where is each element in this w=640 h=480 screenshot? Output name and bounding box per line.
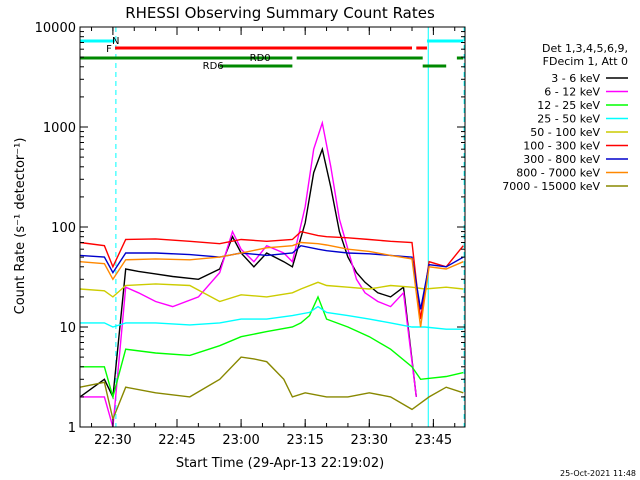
y-tick-label-0: 1 <box>68 421 76 436</box>
flag-label-2: RD0 <box>250 53 271 64</box>
x-tick-label-4: 23:30 <box>351 433 388 448</box>
x-tick-label-2: 23:00 <box>222 433 259 448</box>
chart-title: RHESSI Observing Summary Count Rates <box>125 4 435 22</box>
legend-label-2: 12 - 25 keV <box>537 99 600 112</box>
legend-label-8: 7000 - 15000 keV <box>502 180 600 193</box>
flag-label-0: N <box>112 36 119 47</box>
series-line-8 <box>79 356 464 422</box>
x-tick-label-0: 22:30 <box>94 433 131 448</box>
legend-label-7: 800 - 7000 keV <box>516 167 600 180</box>
x-tick-label-3: 23:15 <box>286 433 323 448</box>
legend: Det 1,3,4,5,6,9, FDecim 1, Att 0 3 - 6 k… <box>502 42 628 193</box>
series-line-7 <box>79 241 464 328</box>
plot-area: NF RD0 RD6 1 10 100 1000 10000 22:30 22:45 23:00 23… <box>35 21 466 448</box>
series-line-4 <box>79 281 464 303</box>
x-tick-label-1: 22:45 <box>158 433 195 448</box>
series-line-3 <box>80 305 464 330</box>
timestamp: 25-Oct-2021 11:48 <box>560 469 636 478</box>
y-tick-label-4: 10000 <box>35 21 76 36</box>
legend-label-0: 3 - 6 keV <box>551 72 600 85</box>
legend-label-3: 25 - 50 keV <box>537 113 600 126</box>
legend-label-6: 300 - 800 keV <box>523 153 600 166</box>
series-line-0 <box>79 146 417 400</box>
y-tick-label-2: 100 <box>51 221 76 236</box>
series-line-2 <box>80 295 464 400</box>
y-tick-label-3: 1000 <box>43 121 76 136</box>
legend-label-5: 100 - 300 keV <box>523 140 600 153</box>
x-axis-label: Start Time (29-Apr-13 22:19:02) <box>176 456 384 471</box>
y-axis-label: Count Rate (s⁻¹ detector⁻¹) <box>13 138 28 315</box>
legend-label-1: 6 - 12 keV <box>544 86 600 99</box>
flag-label-1: F <box>106 44 112 55</box>
legend-header-line-1: Det 1,3,4,5,6,9, <box>542 42 628 55</box>
y-tick-label-1: 10 <box>59 321 76 336</box>
series-line-6 <box>79 244 464 310</box>
legend-label-4: 50 - 100 keV <box>530 126 600 139</box>
legend-header-line-2: FDecim 1, Att 0 <box>543 55 628 68</box>
x-tick-label-5: 23:45 <box>415 433 452 448</box>
flag-label-3: RD6 <box>203 61 224 72</box>
